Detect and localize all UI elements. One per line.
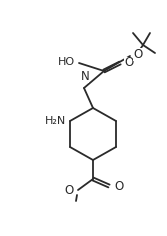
Text: O: O	[65, 185, 74, 198]
Text: HO: HO	[58, 57, 75, 67]
Text: O: O	[124, 56, 133, 69]
Text: H₂N: H₂N	[45, 116, 66, 126]
Text: O: O	[133, 47, 142, 60]
Text: O: O	[114, 180, 123, 193]
Text: N: N	[81, 70, 89, 83]
